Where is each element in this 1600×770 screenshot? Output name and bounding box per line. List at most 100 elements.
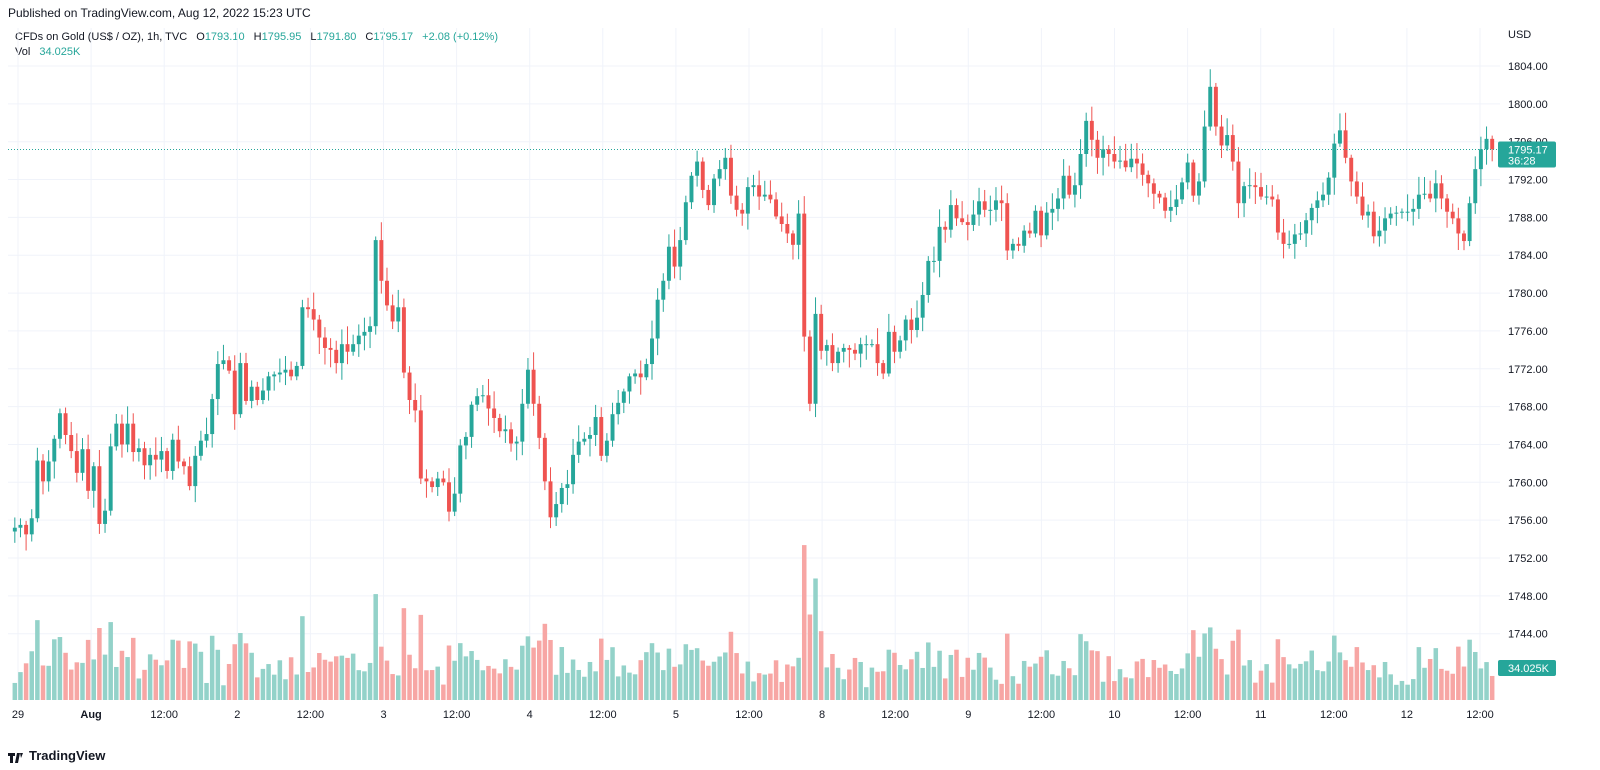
- candle-body: [627, 376, 632, 392]
- volume-bar: [63, 652, 68, 700]
- candle-body: [565, 484, 570, 488]
- candle-body: [554, 504, 559, 518]
- last-price-label: 1795.17: [1508, 145, 1548, 157]
- volume-bar: [582, 676, 587, 700]
- volume-bar: [232, 644, 237, 700]
- volume-bar: [159, 665, 164, 700]
- volume-bar: [801, 545, 807, 700]
- volume-bar: [920, 667, 925, 700]
- candle-body: [469, 404, 474, 437]
- volume-bar: [1191, 630, 1196, 700]
- currency-label: USD: [1508, 29, 1531, 41]
- volume-bar: [1168, 670, 1174, 700]
- candle-body: [644, 364, 649, 378]
- published-caption: Published on TradingView.com, Aug 12, 20…: [8, 6, 311, 20]
- candle-body: [1039, 210, 1044, 236]
- volume-bar: [1213, 648, 1219, 700]
- price-tick-label: 1760.00: [1508, 477, 1548, 489]
- candle-body: [1168, 206, 1173, 211]
- candle-body: [356, 335, 361, 345]
- candle-body: [255, 386, 260, 400]
- candle-body: [1123, 160, 1128, 168]
- candle-body: [165, 451, 170, 471]
- candle-body: [12, 527, 17, 532]
- volume-bar: [864, 687, 869, 700]
- last-volume-label: 34.025K: [1508, 663, 1550, 675]
- candle-body: [858, 344, 863, 354]
- volume-bar: [1348, 666, 1354, 700]
- candle-body: [1089, 120, 1094, 140]
- volume-bar: [1224, 674, 1230, 700]
- volume-bar: [598, 638, 604, 700]
- candle-body: [486, 395, 491, 409]
- high-key: H: [253, 31, 262, 43]
- time-tick-label: 5: [673, 709, 679, 721]
- candle-body: [1371, 211, 1376, 237]
- candle-body: [836, 351, 841, 364]
- candle-body: [1281, 232, 1286, 244]
- volume-bar: [694, 648, 700, 700]
- candle-body: [1253, 185, 1258, 188]
- volume-bar: [661, 670, 666, 700]
- volume-bar: [480, 670, 486, 700]
- volume-bar: [779, 681, 784, 700]
- volume-bar: [271, 674, 277, 700]
- candle-body: [215, 364, 220, 400]
- volume-bar: [407, 654, 412, 700]
- candle-body: [898, 340, 903, 352]
- candle-body: [390, 305, 395, 322]
- volume-bar: [830, 653, 835, 700]
- price-tick-label: 1756.00: [1508, 515, 1548, 527]
- volume-bar: [824, 667, 830, 700]
- volume-bar: [164, 660, 170, 700]
- candle-body: [1304, 220, 1309, 234]
- volume-bar: [1207, 627, 1213, 700]
- volume-value: 34.025K: [39, 46, 81, 58]
- tradingview-footer[interactable]: TradingView: [8, 748, 105, 763]
- volume-bar: [429, 670, 435, 700]
- volume-bar: [1360, 662, 1365, 700]
- candle-body: [582, 438, 587, 442]
- volume-bar: [1202, 633, 1207, 700]
- candle-body: [1056, 198, 1060, 209]
- candle-body: [1219, 126, 1224, 146]
- volume-bar: [1157, 667, 1162, 700]
- candle-body: [210, 399, 215, 435]
- volume-bar: [926, 642, 931, 700]
- volume-bar: [29, 651, 34, 700]
- candle-body: [633, 373, 638, 377]
- candle-body: [717, 169, 722, 179]
- candle-body: [1095, 139, 1100, 158]
- candle-body: [1478, 149, 1483, 170]
- volume-bar: [1140, 658, 1145, 700]
- candle-body: [368, 326, 373, 332]
- volume-bar: [1444, 670, 1450, 700]
- candle-body: [463, 436, 468, 446]
- volume-bar: [1365, 670, 1371, 700]
- candle-body: [1321, 194, 1325, 201]
- candle-body: [740, 209, 745, 214]
- volume-bar: [1343, 660, 1348, 700]
- candle-body: [1326, 177, 1331, 195]
- time-tick-label: 12:00: [881, 709, 909, 721]
- volume-bar: [773, 660, 779, 700]
- volume-bar: [655, 652, 660, 700]
- volume-bar: [130, 637, 136, 700]
- candle-body: [599, 417, 604, 456]
- time-tick-label: 12:00: [150, 709, 178, 721]
- candle-body: [1140, 163, 1145, 175]
- candle-body: [1405, 211, 1410, 213]
- volume-bar: [283, 679, 288, 700]
- volume-bar: [621, 665, 627, 700]
- candle-body: [734, 195, 739, 210]
- candle-body: [1185, 162, 1190, 183]
- volume-bar: [796, 657, 801, 700]
- volume-bar: [976, 652, 982, 700]
- volume-bar: [1123, 677, 1128, 700]
- volume-bar: [176, 640, 181, 700]
- candle-body: [1151, 183, 1156, 194]
- volume-bar: [243, 643, 249, 700]
- volume-bar: [1089, 650, 1095, 700]
- volume-bar: [1281, 657, 1286, 700]
